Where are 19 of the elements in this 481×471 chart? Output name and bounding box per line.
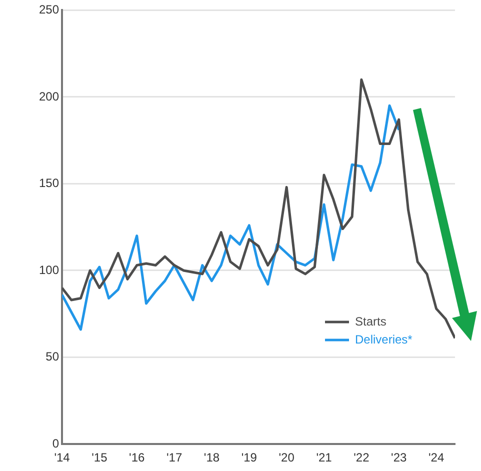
x-tick-label: '15	[92, 450, 108, 465]
x-tick-label: '22	[354, 450, 370, 465]
x-tick-label: '23	[391, 450, 407, 465]
x-tick-label: '24	[428, 450, 444, 465]
legend-label: Deliveries*	[355, 332, 413, 346]
y-tick-label: 150	[38, 176, 60, 190]
y-tick-label: 200	[38, 89, 60, 104]
x-tick-label: '16	[129, 450, 145, 465]
y-tick-label: 100	[38, 262, 60, 277]
y-tick-label: 0	[52, 436, 60, 450]
y-tick-label: 50	[46, 350, 60, 364]
x-tick-label: '14	[54, 450, 70, 465]
x-tick-label: '19	[241, 450, 258, 465]
x-tick-label: '20	[278, 450, 295, 465]
legend-label: Starts	[355, 314, 386, 328]
x-tick-label: '21	[316, 450, 332, 465]
x-tick-label: '18	[204, 450, 220, 465]
y-tick-label: 250	[38, 2, 60, 17]
x-tick-label: '17	[166, 450, 182, 465]
